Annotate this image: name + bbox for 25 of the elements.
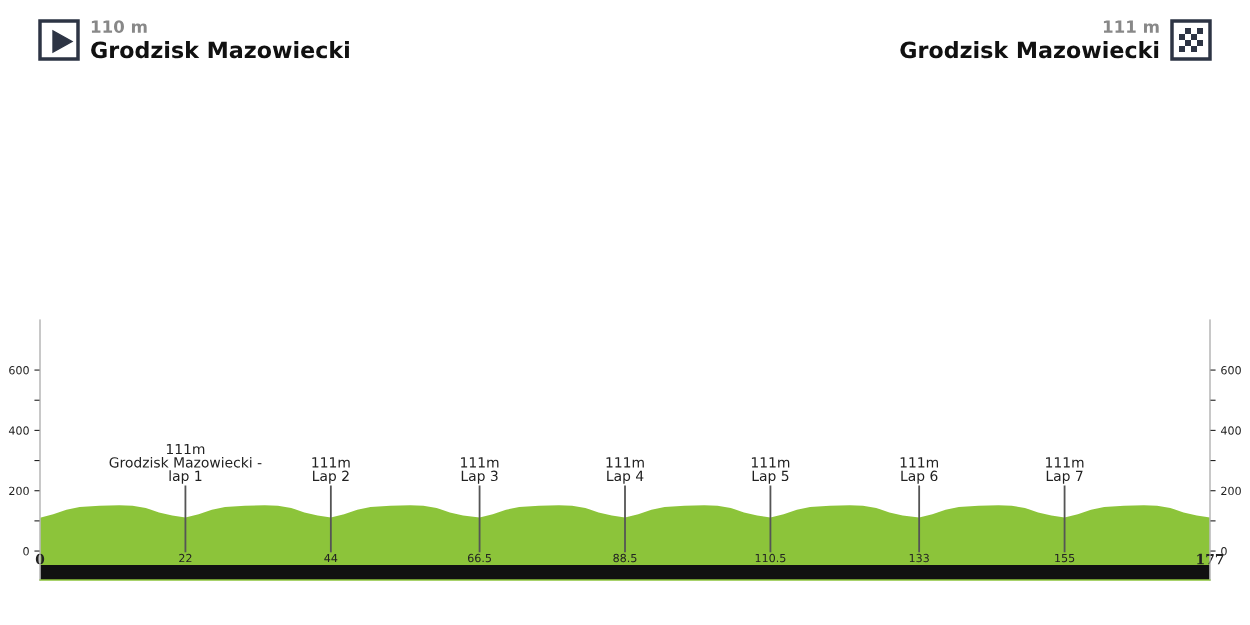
y-tick-label: 600 — [9, 366, 29, 375]
text: Grodzisk Mazowiecki — [91, 41, 349, 59]
ref-line-label: 111m Lap 6 — [900, 457, 938, 484]
text: 110 m — [91, 20, 147, 33]
x-tick-label: 88.5 — [613, 553, 637, 563]
y-tick-label: 400 — [8, 426, 29, 435]
x-tick-label: 66.5 — [467, 553, 491, 563]
ref-line-label: 111m Lap 7 — [1046, 457, 1084, 484]
ref-line-label: 111m Lap 3 — [461, 457, 499, 484]
y2-tick-label: 400 — [1220, 426, 1241, 435]
text: 111 m — [1103, 20, 1159, 33]
ref-line-label: 111m Lap 2 — [312, 457, 350, 484]
x-tick-label: 22 — [179, 553, 192, 563]
ref-line-label: 111m Lap 5 — [751, 457, 790, 484]
ref-line-label: 111m Lap 4 — [606, 457, 644, 484]
x-tick-label: 133 — [909, 553, 929, 563]
ref-line-label: 111m Grodzisk Mazowiecki - lap 1 — [109, 443, 262, 484]
y-tick-label: 0 — [23, 547, 29, 556]
y-tick-label: 200 — [9, 486, 29, 496]
y2-tick-label: 600 — [1221, 366, 1241, 375]
y2-tick-label: 200 — [1221, 486, 1241, 496]
x-tick-label: 155 — [1055, 553, 1075, 563]
x-tick-label: 44 — [324, 553, 338, 563]
text: Grodzisk Mazowiecki — [900, 41, 1159, 59]
x-tick-label: 110.5 — [755, 553, 786, 563]
